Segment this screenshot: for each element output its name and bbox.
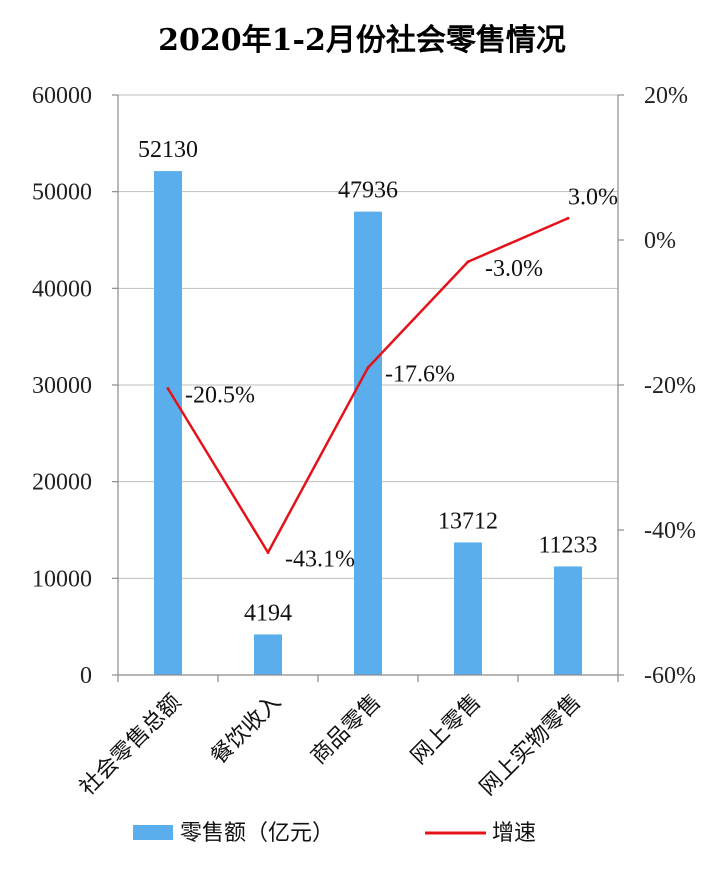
growth-point: [266, 550, 270, 554]
growth-point: [166, 387, 170, 391]
bar-value-label: 13712: [438, 508, 498, 534]
left-tick-label: 30000: [32, 373, 92, 399]
legend: 零售额（亿元） 增速: [133, 821, 536, 846]
growth-value-label: 3.0%: [568, 184, 618, 210]
bar: [554, 566, 582, 675]
growth-value-label: -17.6%: [385, 362, 455, 388]
left-tick-label: 60000: [32, 83, 92, 109]
growth-value-label: -20.5%: [185, 383, 255, 409]
growth-point: [566, 216, 570, 220]
bar: [154, 171, 182, 675]
category-label: 网上实物零售: [475, 690, 586, 801]
category-label: 商品零售: [306, 690, 386, 770]
growth-point: [366, 366, 370, 370]
right-tick-label: -60%: [644, 663, 696, 689]
bar: [354, 211, 382, 676]
right-tick-label: 0%: [644, 228, 676, 254]
chart-title: 2020年1-2月份社会零售情况: [158, 23, 566, 58]
category-label: 网上零售: [406, 690, 486, 770]
bar-value-label: 11233: [538, 532, 597, 558]
axes: 0 10000 20000 30000 40000 50000 60000 -60% -40% -…: [32, 83, 696, 689]
left-tick-label: 10000: [32, 566, 92, 592]
left-tick-label: 50000: [32, 180, 92, 206]
bar-value-label: 47936: [338, 178, 398, 204]
legend-swatch-bar: [133, 825, 173, 840]
bar-value-label: 4194: [244, 600, 292, 626]
bar: [254, 634, 282, 675]
category-label: 餐饮收入: [206, 690, 286, 770]
right-tick-label: 20%: [644, 83, 688, 109]
right-tick-label: -20%: [644, 373, 696, 399]
left-tick-label: 40000: [32, 276, 92, 302]
bar: [454, 542, 482, 675]
category-label: 社会零售总额: [75, 690, 186, 801]
left-tick-label: 0: [80, 663, 92, 689]
bar-series: [154, 171, 582, 676]
bar-value-label: 52130: [138, 137, 198, 163]
line-series: [166, 216, 570, 554]
legend-label-bar: 零售额（亿元）: [180, 821, 334, 846]
data-labels: 52130 4194 47936 13712 11233 -20.5% -43.1% -17.…: [138, 137, 618, 626]
growth-value-label: -3.0%: [485, 256, 543, 282]
left-tick-label: 20000: [32, 470, 92, 496]
legend-label-line: 增速: [492, 821, 536, 846]
growth-value-label: -43.1%: [285, 546, 355, 572]
growth-point: [466, 260, 470, 264]
right-tick-label: -40%: [644, 518, 696, 544]
